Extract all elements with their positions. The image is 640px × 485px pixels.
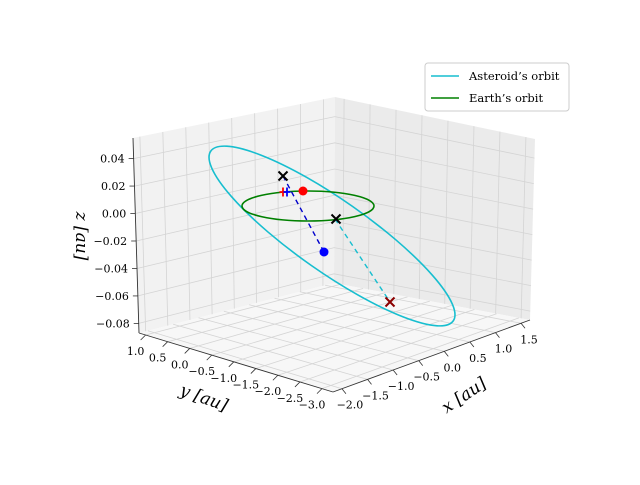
- x-tick-mark: [342, 389, 346, 394]
- y-tick-mark: [207, 355, 212, 360]
- right-wall-pane: [334, 97, 535, 320]
- z-tick-label: −0.02: [93, 235, 127, 248]
- y-tick-label: 1.0: [127, 345, 145, 358]
- x-tick-mark: [368, 379, 372, 384]
- x-tick-mark: [393, 370, 397, 375]
- x-tick-label: −1.0: [388, 380, 415, 393]
- marker-blue-dot: [320, 248, 329, 257]
- x-tick-label: 1.5: [520, 333, 538, 346]
- x-tick-label: −2.0: [337, 399, 364, 412]
- x-tick-label: −0.5: [413, 371, 440, 384]
- y-tick-mark: [251, 369, 256, 374]
- x-tick-mark: [495, 333, 499, 338]
- x-tick-mark: [419, 361, 423, 366]
- y-tick-mark: [295, 382, 300, 387]
- legend: Asteroid’s orbit Earth’s orbit: [425, 63, 569, 111]
- x-tick-mark: [444, 351, 448, 356]
- x-tick-label: 0.5: [469, 352, 487, 365]
- y-tick-label: 0.5: [149, 352, 167, 365]
- x-tick-label: 0.0: [444, 361, 462, 374]
- z-tick-label: −0.06: [95, 290, 129, 303]
- y-tick-mark: [185, 348, 190, 353]
- y-tick-mark: [273, 375, 278, 380]
- y-tick-mark: [317, 389, 322, 394]
- y-tick-mark: [229, 362, 234, 367]
- x-axis-label: x [au]: [438, 374, 490, 418]
- y-tick-label: 0.0: [171, 358, 189, 371]
- legend-asteroid-label: Asteroid’s orbit: [468, 69, 560, 83]
- y-tick-mark: [141, 335, 146, 340]
- x-tick-label: −1.5: [362, 389, 389, 402]
- z-tick-label: −0.08: [96, 317, 130, 330]
- y-tick-mark: [163, 342, 168, 347]
- z-tick-label: 0.04: [100, 153, 125, 166]
- marker-red-dot: [299, 187, 308, 196]
- y-tick-label: −3.0: [299, 399, 326, 412]
- z-tick-label: −0.04: [94, 262, 128, 275]
- x-tick-mark: [521, 323, 525, 328]
- z-axis-label: z [au]: [71, 211, 91, 261]
- y-axis-label: y [au]: [176, 380, 231, 416]
- x-tick-mark: [470, 342, 474, 347]
- x-tick-label: 1.0: [495, 343, 513, 356]
- legend-earth-label: Earth’s orbit: [469, 91, 543, 105]
- z-tick-label: 0.00: [102, 208, 127, 221]
- z-tick-label: 0.02: [101, 180, 126, 193]
